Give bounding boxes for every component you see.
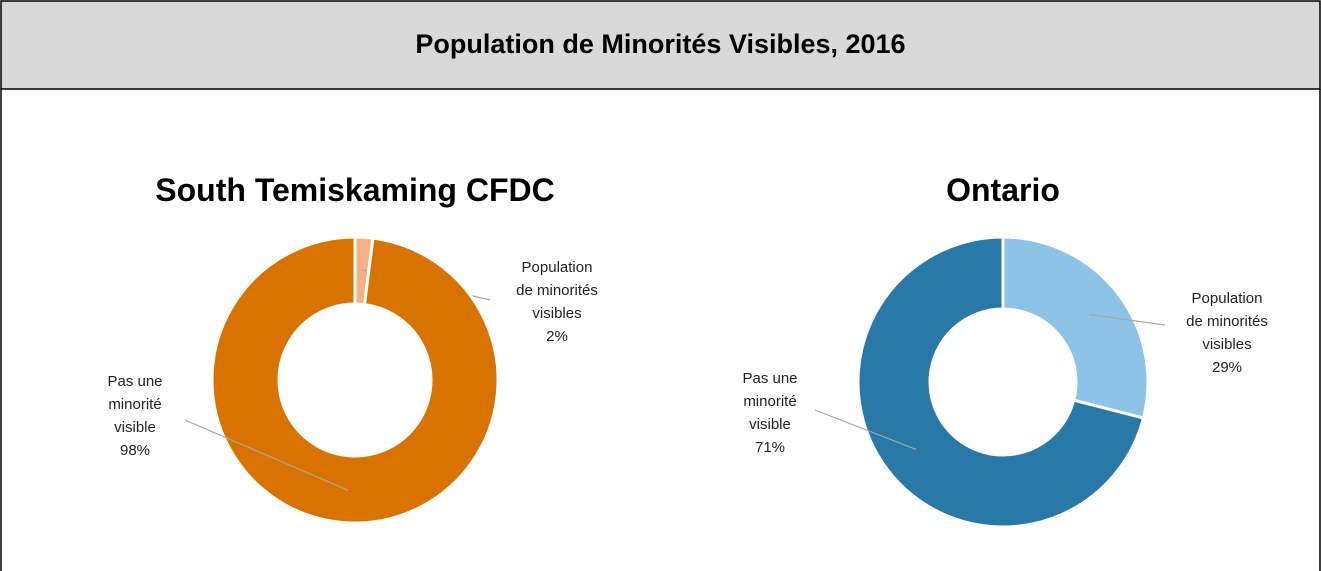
donut-slice <box>1001 235 1150 420</box>
slice-label: Pas une minorité visible 98% <box>90 370 180 462</box>
slice-label: Pas une minorité visible 71% <box>725 367 815 459</box>
donut-slice <box>210 235 500 525</box>
chart-title: Ontario <box>946 172 1060 208</box>
donut-slice <box>856 235 1146 529</box>
header-band <box>0 0 1321 90</box>
slice-value: 98% <box>119 442 151 459</box>
chart-title: South Temiskaming CFDC <box>155 172 555 208</box>
slice-label: Population de minorités visibles 29% <box>1182 287 1272 379</box>
slice-category: Population de minorités visibles <box>1186 290 1268 353</box>
slice-value: 71% <box>754 439 786 456</box>
slice-category: Pas une minorité visible <box>742 370 798 433</box>
page-title: Population de Minorités Visibles, 2016 <box>415 29 906 59</box>
slice-value: 2% <box>546 328 568 345</box>
leader-line <box>1089 313 1166 326</box>
leader-line <box>184 419 349 491</box>
slice-category: Population de minorités visibles <box>516 259 598 322</box>
slice-category: Pas une minorité visible <box>107 373 163 436</box>
leader-line <box>814 409 917 450</box>
slice-value: 29% <box>1211 359 1243 376</box>
slice-label: Population de minorités visibles 2% <box>512 256 602 348</box>
